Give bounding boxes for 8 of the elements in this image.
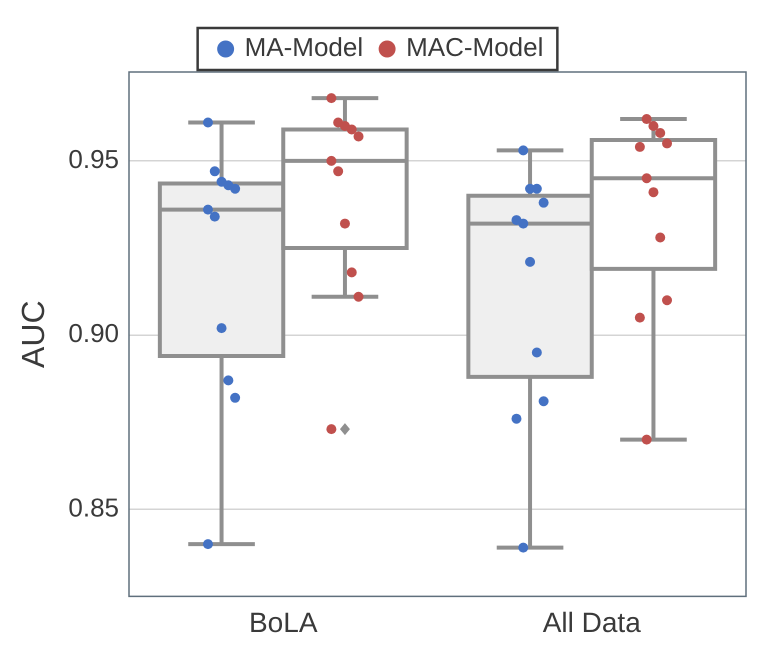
y-tick-label: 0.85 [68, 492, 120, 522]
y-axis-title: AUC [15, 300, 52, 368]
legend-label: MAC-Model [406, 32, 544, 62]
y-tick-label: 0.95 [68, 144, 120, 174]
x-tick-label: BoLA [249, 606, 318, 638]
legend-label: MA-Model [244, 32, 364, 62]
x-tick-label: All Data [542, 606, 642, 638]
y-tick-label: 0.90 [68, 318, 120, 348]
